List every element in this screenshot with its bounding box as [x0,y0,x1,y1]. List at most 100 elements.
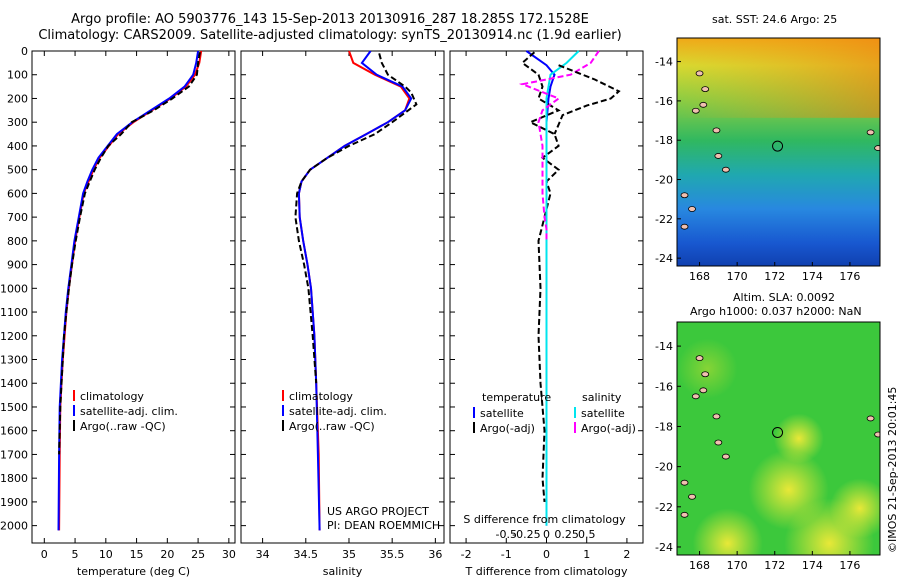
salinity-legend-label: Argo(..raw -QC) [289,420,375,433]
island-shape [866,129,875,136]
sla-map-ytick-label: -24 [655,541,673,554]
salinity-diff-tick-label: 0 [543,528,550,541]
island-shape [680,511,689,518]
temperature-xlabel: temperature (deg C) [77,565,190,578]
panel-temperature: 0 5 10 15 20 25 30 temperature (deg C) 0 100 200 30… [0,45,236,578]
temperature-xtick-label: 15 [130,548,144,561]
island-shape [712,413,721,420]
sla-map-field [677,322,880,555]
difference-series-temperature-argo-deep [553,64,621,135]
salinity-frame [240,50,445,544]
salinity-series-satellite-adj-clim- [297,50,413,531]
difference-xtick-label: 1 [583,548,590,561]
depth-tick-label: 1000 [0,282,28,295]
title-line-2: Climatology: CARS2009. Satellite-adjuste… [38,28,622,43]
island-shape [714,439,723,446]
salinity-xtick-label: 35 [342,548,356,561]
temperature-legend-label: Argo(-adj) [480,422,535,435]
island-shape [680,479,689,486]
difference-xtick-label: 2 [623,548,630,561]
panel-salinity: 34 34.5 35 35.5 36 salinity climatology satelli… [240,50,445,578]
argo-position-marker [772,426,784,438]
salinity-xtick-label: 35.5 [380,548,405,561]
depth-tick-label: 600 [7,187,28,200]
sst-map-ytick-label: -18 [655,134,673,147]
sst-map-ytick-label: -20 [655,174,673,187]
depth-tick-label: 0 [21,45,28,58]
sla-map-ytick-label: -22 [655,501,673,514]
island-shape [701,86,710,93]
island-shape [695,355,704,362]
salinity-legend-label: satellite [581,407,625,420]
depth-tick-label: 1200 [0,330,28,343]
depth-tick-label: 1700 [0,448,28,461]
depth-tick-label: 1100 [0,306,28,319]
temperature-frame [31,50,236,544]
temperature-legend-label: satellite [480,407,524,420]
difference-xtick-label: -1 [501,548,512,561]
temperature-xtick-label: 25 [191,548,205,561]
sst-map-xtick-label: 172 [764,270,785,283]
sst-map-xtick-label: 168 [689,270,710,283]
difference-xlabel: T difference from climatology [465,565,628,578]
sst-map-xtick-label: 176 [839,270,860,283]
map-sst-map: 168 170 172 174 176 -14 -16 -18 -20 -22 -24 [655,37,881,283]
temperature-xtick-label: 0 [41,548,48,561]
difference-series-salinity-satellite [545,50,580,526]
salinity-xtick-label: 36 [428,548,442,561]
map-sla-map: 168 170 172 174 176 -14 -16 -18 -20 -22 -24 [655,321,881,572]
depth-tick-label: 800 [7,235,28,248]
sla-anomaly [677,338,738,399]
island-shape [695,70,704,77]
salinity-diff-tick-label: -0.5 [496,528,517,541]
depth-tick-label: 1400 [0,377,28,390]
sst-map-xtick-label: 170 [727,270,748,283]
island-shape [699,101,708,108]
sst-map-field [677,38,880,266]
salinity-series-argo-raw-qc- [294,53,418,384]
sst-map-ytick-label: -16 [655,95,673,108]
temperature-xtick-label: 20 [160,548,174,561]
sla-map-title-2: Argo h1000: 0.037 h2000: NaN [690,305,862,318]
sla-map-xtick-label: 174 [802,559,823,572]
sla-high-anomaly [773,413,824,464]
island-shape [874,145,880,151]
island-shape [680,223,689,230]
sst-map-title: sat. SST: 24.6 Argo: 25 [712,13,838,26]
depth-tick-label: 900 [7,259,28,272]
difference-xtick-label: -2 [461,548,472,561]
sla-map-xtick-label: 176 [839,559,860,572]
sla-map-xtick-label: 170 [727,559,748,572]
depth-tick-label: 2000 [0,520,28,533]
island-shape [721,166,730,173]
depth-tick-label: 1500 [0,401,28,414]
salinity-xtick-label: 34.5 [294,548,319,561]
salinity-legend-label: climatology [289,390,353,403]
project-annotation: PI: DEAN ROEMMICH [327,519,440,532]
island-shape [680,192,689,199]
sla-map-xtick-label: 168 [689,559,710,572]
salinity-legend-title: salinity [582,391,622,404]
difference-series-temperature-argo-adj- [520,51,561,502]
salinity-diff-tick-label: 0.5 [578,528,596,541]
salinity-legend-label: Argo(-adj) [581,422,636,435]
island-shape [691,393,700,400]
temperature-xtick-label: 10 [99,548,113,561]
salinity-diff-tick-label: -0.25 [512,528,540,541]
salinity-xtick-label: 34 [256,548,270,561]
depth-tick-label: 1300 [0,354,28,367]
depth-tick-label: 300 [7,116,28,129]
argo-position-marker [772,140,784,152]
depth-tick-label: 700 [7,211,28,224]
temperature-legend-label: Argo(..raw -QC) [80,420,166,433]
sst-warm-overlay [677,38,880,118]
depth-tick-label: 200 [7,92,28,105]
island-shape [699,387,708,394]
sla-map-ytick-label: -18 [655,420,673,433]
difference-xtick-label: 0 [543,548,550,561]
sst-map-frame [676,37,881,267]
temperature-legend-label: climatology [80,390,144,403]
panel-difference: -2 -1 0 1 2 T difference from climatology -0.5… [449,50,644,578]
island-shape [712,127,721,134]
